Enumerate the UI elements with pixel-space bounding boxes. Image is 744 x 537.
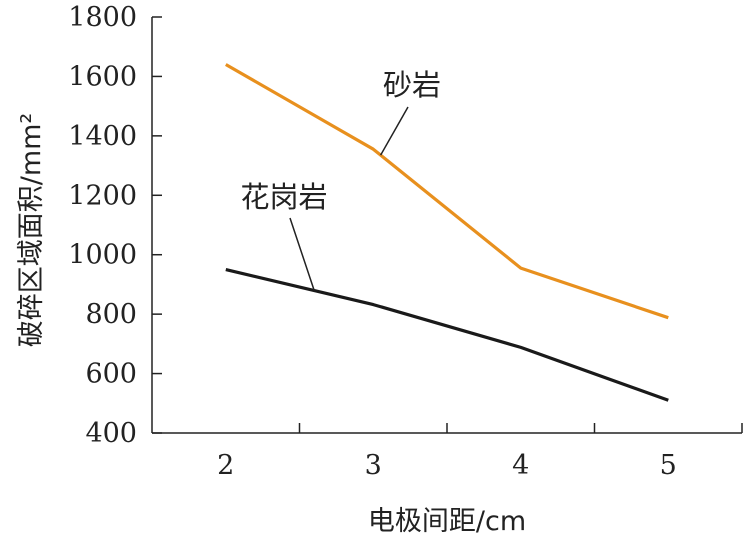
y-tick-label: 400: [85, 418, 137, 449]
y-ticks: 400 600 800 1000 1200 1400 1600 1800: [68, 2, 162, 449]
y-tick-label: 1000: [68, 240, 137, 271]
y-axis-title: 破碎区域面积/mm²: [16, 113, 47, 348]
x-tick-label: 2: [217, 450, 234, 481]
y-tick-label: 800: [85, 299, 137, 330]
series-label-1: 花岗岩: [240, 180, 327, 214]
callout-leader-0: [379, 106, 409, 156]
x-tick-label: 4: [512, 450, 529, 481]
y-tick-label: 1200: [68, 180, 137, 211]
axes: [151, 17, 742, 434]
callout-leader-1: [289, 217, 315, 291]
series-line-0: [225, 63, 669, 320]
y-tick-label: 600: [85, 359, 137, 390]
y-tick-label: 1800: [68, 2, 137, 33]
y-tick-label: 1600: [68, 61, 137, 92]
x-ticks: 2 3 4 5: [217, 423, 743, 481]
y-tick-label: 1400: [68, 121, 137, 152]
x-tick-label: 3: [365, 450, 382, 481]
series-lines: [225, 63, 669, 402]
x-tick-label: 5: [660, 450, 677, 481]
series-line-1: [225, 268, 669, 402]
x-axis-title: 电极间距/cm: [368, 506, 526, 537]
series-label-0: 砂岩: [383, 68, 441, 102]
